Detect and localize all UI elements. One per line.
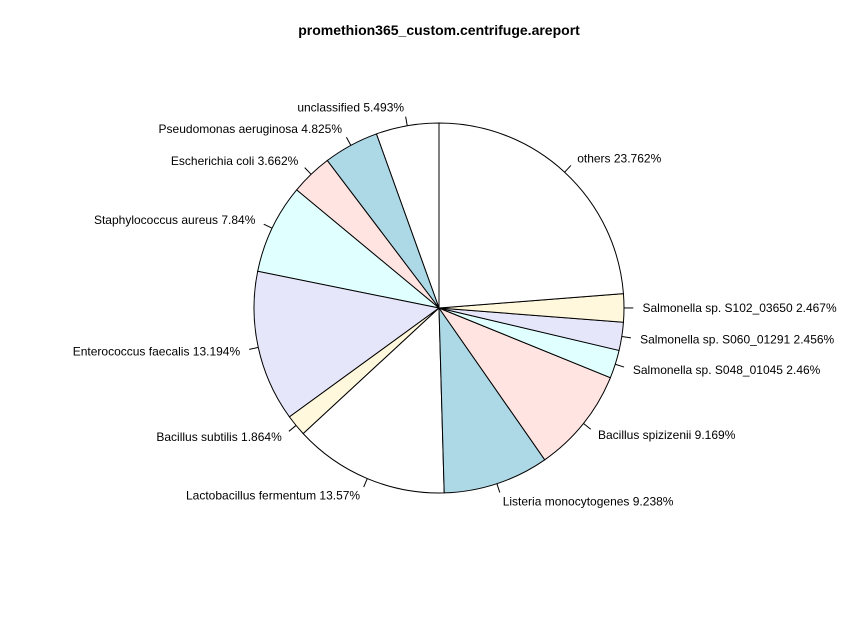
pie-slices (253, 122, 625, 494)
pie-leader-line (405, 116, 408, 126)
pie-slice (438, 122, 624, 309)
pie-leader-line (363, 478, 368, 488)
pie-slice-label: Salmonella sp. S102_03650 2.467% (643, 301, 837, 315)
pie-slice-label: Listeria monocytogenes 9.238% (503, 494, 674, 508)
pie-slice-label: Enterococcus faecalis 13.194% (73, 344, 241, 358)
pie-leader-line (615, 363, 625, 368)
pie-leader-line (345, 136, 352, 146)
pie-leader-line (263, 223, 273, 229)
pie-leader-line (564, 165, 572, 173)
pie-slice-label: Lactobacillus fermentum 13.57% (186, 489, 360, 503)
pie-leader-line (583, 423, 592, 430)
pie-slice-label: Pseudomonas aeruginosa 4.825% (159, 122, 343, 136)
pie-slice-label: Salmonella sp. S060_01291 2.456% (640, 332, 834, 346)
pie-slice-label: Staphylococcus aureus 7.84% (94, 213, 256, 227)
pie-leader-line (288, 425, 297, 432)
pie-slice (257, 189, 440, 309)
pie-leader-line (249, 346, 259, 350)
pie-slice-label: Bacillus spizizenii 9.169% (598, 428, 736, 442)
pie-slice-label: Salmonella sp. S048_01045 2.46% (633, 363, 821, 377)
pie-slice-label: Escherichia coli 3.662% (171, 154, 299, 168)
pie-leader-line (621, 335, 632, 339)
pie-slice-label: Bacillus subtilis 1.864% (156, 430, 282, 444)
pie-leader-line (496, 483, 501, 493)
chart-title: promethion365_custom.centrifuge.areport (298, 22, 580, 38)
pie-slice-label: others 23.762% (577, 152, 661, 166)
pie-labels: unclassified 5.493% Pseudomonas aeruginos… (73, 101, 837, 509)
pie-leader-line (304, 167, 312, 175)
pie-slice-label: unclassified 5.493% (297, 101, 404, 115)
